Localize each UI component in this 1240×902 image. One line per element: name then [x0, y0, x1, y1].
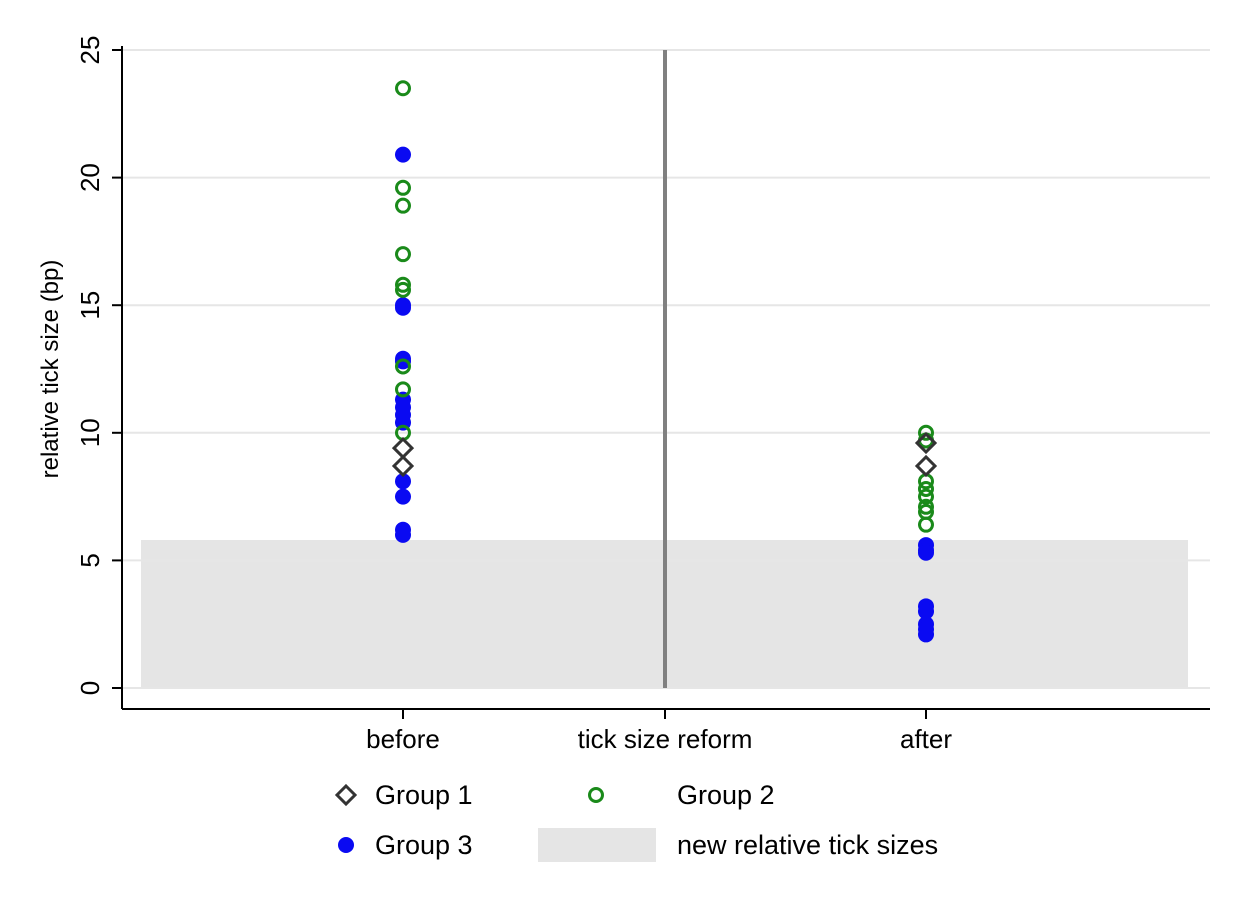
data-point — [918, 488, 934, 505]
legend-label: Group 3 — [375, 830, 473, 860]
data-point — [391, 454, 415, 478]
data-point — [395, 146, 411, 163]
legend-marker — [338, 837, 354, 853]
data-point — [395, 358, 411, 375]
legend-marker — [588, 787, 604, 803]
legend-label: new relative tick sizes — [677, 830, 938, 860]
data-point — [395, 488, 411, 505]
legend-marker — [334, 783, 358, 807]
data-point — [395, 80, 411, 97]
data-point — [914, 431, 938, 455]
legend-label: Group 2 — [677, 780, 775, 810]
y-tick-label: 10 — [75, 418, 105, 447]
y-tick-label: 20 — [75, 163, 105, 192]
data-point — [918, 603, 934, 620]
data-point — [395, 197, 411, 214]
y-tick-label: 0 — [75, 681, 105, 695]
y-axis-title: relative tick size (bp) — [37, 260, 64, 479]
y-tick-label: 25 — [75, 36, 105, 65]
data-point — [395, 276, 411, 293]
data-point — [395, 179, 411, 196]
data-point — [395, 473, 411, 490]
data-point — [918, 498, 934, 515]
x-tick-label: tick size reform — [578, 724, 753, 754]
data-point — [918, 626, 934, 643]
data-point — [918, 424, 934, 441]
data-point — [918, 544, 934, 561]
x-tick-label: before — [366, 724, 440, 754]
data-point — [918, 516, 934, 533]
data-point — [395, 281, 411, 298]
data-point — [391, 436, 415, 460]
data-point — [395, 246, 411, 263]
data-point — [395, 526, 411, 543]
data-point — [918, 480, 934, 497]
data-point — [914, 454, 938, 478]
y-tick-label: 5 — [75, 553, 105, 567]
data-point — [395, 299, 411, 316]
legend-band-swatch — [538, 828, 656, 862]
data-point — [395, 381, 411, 398]
x-tick-label: after — [900, 724, 952, 754]
plot-area: 0 5 10 15 20 25 before tick size reform after rel… — [37, 36, 1210, 754]
legend: Group 1 Group 2 Group 3 new relative tick s… — [334, 780, 938, 862]
y-tick-label: 15 — [75, 291, 105, 320]
legend-label: Group 1 — [375, 780, 473, 810]
